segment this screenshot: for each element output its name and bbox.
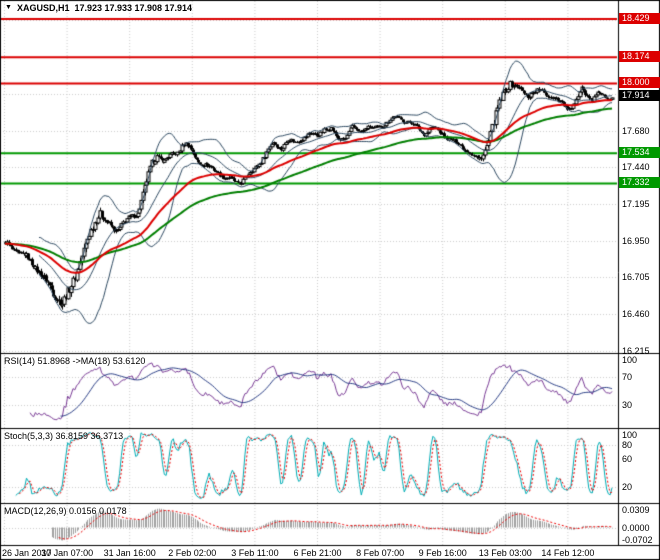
- time-axis-label: 8 Feb 07:00: [356, 548, 405, 558]
- time-axis-label: 9 Feb 16:00: [418, 548, 467, 558]
- stoch-axis-label: 20: [622, 482, 633, 492]
- price-axis-label: 17.680: [622, 126, 650, 137]
- stoch-axis-label: 80: [622, 440, 633, 450]
- time-axis-label: 2 Feb 02:00: [168, 548, 217, 558]
- price-axis-label: 16.705: [622, 272, 650, 283]
- price-axis-label: 16.215: [622, 345, 650, 356]
- time-axis-label: 31 Jan 16:00: [103, 548, 156, 558]
- support-price-tag: 17.534: [619, 147, 660, 159]
- time-axis-label: 14 Feb 12:00: [541, 548, 595, 558]
- price-axis-label: 17.440: [622, 162, 650, 173]
- chart-ohlc-values: 17.923 17.933 17.908 17.914: [74, 3, 193, 13]
- resistance-price-tag: 18.174: [619, 51, 660, 63]
- time-axis-label: 3 Feb 11:00: [231, 548, 279, 558]
- time-axis-label: 13 Feb 03:00: [478, 548, 532, 558]
- time-axis[interactable]: 26 Jan 2017 30 Jan 07:00 31 Jan 16:00 2 Feb…: [0, 546, 660, 560]
- stoch-axis-label: 60: [622, 454, 633, 464]
- macd-axis-label: 0.0309: [622, 505, 650, 515]
- price-axis-label: 16.460: [622, 309, 650, 320]
- chart-title: ▼ XAGUSD,H1 17.923 17.933 17.908 17.914: [5, 2, 192, 14]
- chart-symbol-label: XAGUSD,H1: [16, 3, 70, 13]
- collapse-triangle-icon[interactable]: ▼: [5, 4, 12, 11]
- price-axis[interactable]: 17.680 17.440 17.195 16.950 16.705 16.460 16.2…: [618, 0, 660, 546]
- time-axis-label: 26 Jan 2017: [2, 548, 52, 558]
- rsi-axis-label: 30: [622, 400, 633, 410]
- resistance-price-tag: 18.429: [619, 13, 660, 25]
- resistance-price-tag: 18.000: [619, 77, 660, 89]
- stoch-indicator-label: Stoch(5,3,3) 36.8159 36.3713: [4, 431, 124, 441]
- time-axis-label: 30 Jan 07:00: [41, 548, 94, 558]
- macd-axis-label: 0.0000: [622, 522, 650, 533]
- rsi-indicator-label: RSI(14) 51.8968 ->MA(18) 53.6120: [4, 356, 146, 366]
- price-axis-label: 17.195: [622, 198, 650, 209]
- price-axis-label: 16.950: [622, 235, 650, 246]
- support-price-tag: 17.332: [619, 177, 660, 189]
- rsi-axis-label: 100: [622, 355, 638, 365]
- macd-axis-label: -0.0702: [622, 535, 653, 545]
- time-axis-label: 6 Feb 21:00: [293, 548, 342, 558]
- current-price-tag: 17.914: [619, 90, 660, 102]
- rsi-axis-label: 70: [622, 372, 633, 382]
- stoch-axis-label: 100: [622, 430, 638, 440]
- macd-indicator-label: MACD(12,26,9) 0.0156 0.0178: [4, 506, 127, 516]
